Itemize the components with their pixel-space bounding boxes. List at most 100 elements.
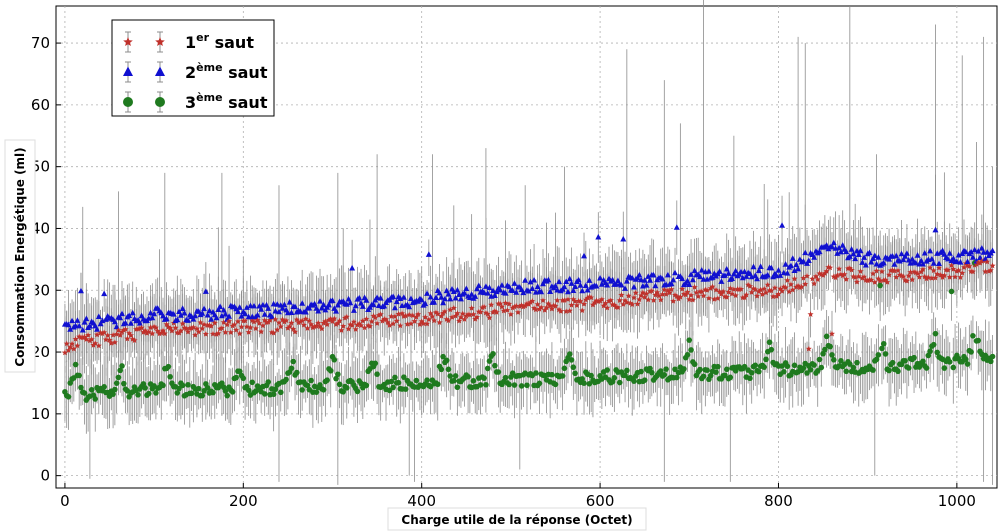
data-point-triangle — [861, 254, 868, 260]
data-point-circle — [145, 390, 152, 397]
data-point-triangle — [855, 251, 862, 258]
data-point-star — [438, 312, 445, 319]
data-point-star — [322, 318, 329, 324]
data-point-star — [932, 274, 939, 281]
data-point-star — [804, 272, 811, 279]
data-point-star — [411, 318, 418, 324]
data-point-star — [236, 330, 243, 337]
data-point-star — [466, 311, 473, 318]
data-point-circle — [76, 372, 82, 379]
data-point-star — [124, 335, 131, 342]
data-point-circle — [495, 369, 502, 375]
data-point-triangle — [370, 301, 377, 308]
data-point-circle — [948, 288, 955, 295]
data-point-circle — [174, 390, 181, 396]
data-point-star — [313, 322, 320, 329]
data-point-triangle — [575, 276, 582, 283]
legend-box — [111, 19, 275, 117]
data-point-triangle — [452, 294, 459, 301]
data-point-circle — [829, 352, 835, 358]
data-point-star — [691, 284, 698, 290]
data-point-triangle — [406, 303, 413, 310]
data-point-star — [377, 311, 384, 317]
data-point-star — [672, 291, 679, 298]
data-point-triangle — [953, 258, 960, 264]
data-point-star — [771, 284, 778, 291]
data-point-triangle — [261, 311, 268, 317]
data-point-triangle — [288, 309, 295, 316]
data-point-circle — [807, 366, 814, 373]
data-point-triangle — [547, 288, 554, 295]
data-point-star — [470, 311, 477, 317]
data-point-star — [356, 320, 363, 327]
data-point-triangle — [127, 320, 134, 326]
data-point-star — [395, 310, 402, 317]
data-point-star — [468, 305, 475, 311]
data-point-triangle — [359, 303, 366, 309]
data-point-triangle — [242, 310, 249, 317]
data-point-triangle — [538, 288, 545, 295]
data-point-triangle — [472, 293, 479, 299]
data-point-circle — [451, 377, 457, 384]
data-point-star — [545, 300, 552, 307]
data-point-circle — [401, 374, 407, 380]
data-point-triangle — [989, 247, 996, 254]
data-point-star — [195, 328, 202, 335]
data-point-star — [563, 308, 570, 314]
data-point-star — [292, 328, 299, 335]
data-point-star — [315, 319, 322, 326]
y-tick-label: 70 — [31, 34, 50, 52]
data-point-triangle — [101, 290, 108, 297]
data-point-triangle — [598, 281, 605, 287]
data-point-star — [698, 288, 705, 295]
data-point-star — [286, 323, 293, 330]
data-point-star — [606, 297, 612, 304]
data-point-circle — [506, 381, 512, 388]
data-point-star — [493, 309, 500, 315]
data-point-circle — [222, 388, 229, 394]
data-point-circle — [440, 353, 446, 360]
data-point-circle — [447, 373, 454, 379]
data-point-triangle — [668, 280, 675, 287]
data-point-triangle — [857, 247, 864, 254]
legend-label-sup: er — [196, 31, 209, 44]
data-point-star — [317, 323, 324, 330]
data-point-triangle — [466, 294, 473, 301]
data-point-star — [593, 297, 600, 304]
data-point-triangle — [279, 305, 286, 311]
data-point-star — [627, 300, 634, 306]
data-point-star — [828, 330, 835, 337]
data-point-star — [104, 332, 111, 338]
data-point-star — [659, 291, 666, 297]
data-point-star — [843, 276, 850, 282]
data-point-star — [341, 314, 348, 321]
data-point-circle — [511, 382, 518, 388]
data-point-circle — [925, 352, 932, 359]
data-point-triangle — [190, 316, 197, 322]
data-point-star — [791, 275, 798, 282]
data-point-triangle — [623, 277, 630, 284]
data-point-triangle — [497, 286, 504, 293]
data-point-star — [705, 295, 712, 301]
data-point-star — [229, 322, 236, 329]
data-point-triangle — [522, 277, 529, 283]
data-point-star — [92, 340, 99, 346]
data-point-star — [217, 325, 224, 332]
data-point-triangle — [347, 299, 354, 306]
data-point-star — [529, 297, 536, 304]
data-point-star — [318, 325, 325, 332]
data-point-triangle — [636, 271, 643, 278]
data-point-star — [787, 281, 794, 288]
data-point-circle — [252, 388, 259, 394]
data-point-triangle — [320, 301, 327, 308]
data-point-circle — [784, 363, 791, 370]
data-point-star — [422, 314, 429, 320]
data-point-triangle — [325, 301, 332, 308]
data-point-star — [388, 313, 395, 319]
data-point-circle — [657, 368, 664, 374]
data-point-star — [650, 297, 657, 303]
data-point-triangle — [664, 271, 671, 278]
data-point-circle — [165, 363, 172, 370]
data-point-star — [581, 300, 588, 307]
data-point-star — [160, 327, 167, 334]
